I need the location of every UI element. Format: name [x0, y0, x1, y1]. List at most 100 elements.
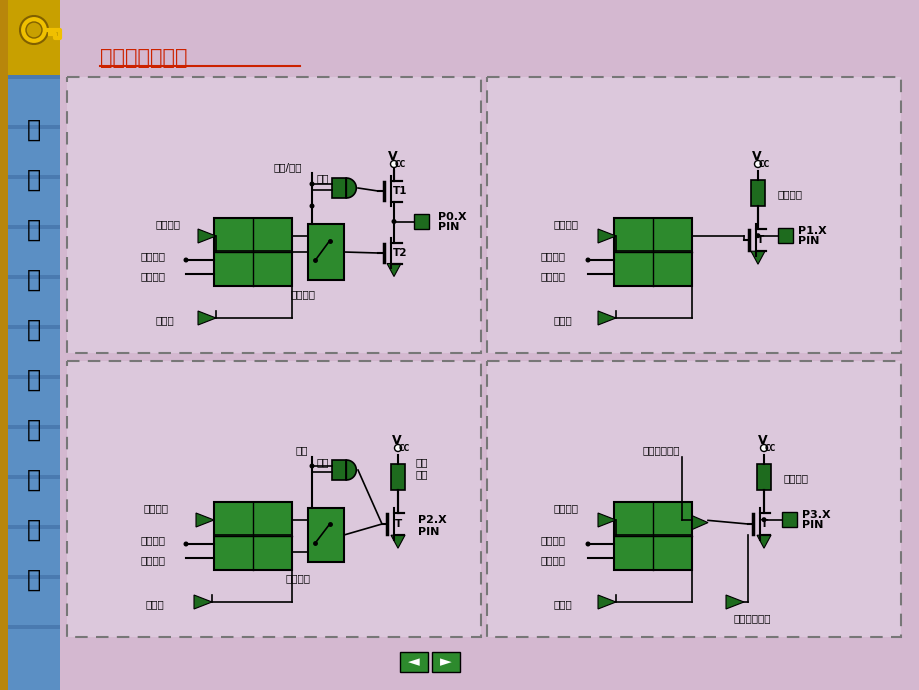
Text: 机: 机 — [27, 318, 41, 342]
Circle shape — [394, 444, 401, 451]
Polygon shape — [756, 535, 770, 548]
Circle shape — [584, 542, 590, 546]
Text: 型: 型 — [27, 268, 41, 292]
Text: 内部总线: 内部总线 — [540, 251, 565, 261]
Text: Q: Q — [267, 229, 278, 244]
Text: 读锁存器: 读锁存器 — [156, 219, 181, 229]
FancyBboxPatch shape — [67, 77, 481, 353]
Text: T: T — [395, 519, 402, 529]
Text: CL: CL — [227, 261, 244, 274]
Bar — [613, 218, 691, 286]
Bar — [0, 0, 8, 690]
Text: 读锁存器: 读锁存器 — [553, 503, 578, 513]
Text: PIN: PIN — [797, 236, 819, 246]
FancyBboxPatch shape — [486, 77, 900, 353]
Bar — [0, 0, 60, 690]
Text: 地址: 地址 — [295, 445, 308, 455]
Circle shape — [183, 542, 188, 546]
Polygon shape — [597, 229, 616, 243]
Bar — [332, 178, 346, 198]
Text: 读引脚: 读引脚 — [156, 315, 175, 325]
Text: 读锁存器: 读锁存器 — [144, 503, 169, 513]
Text: Q: Q — [267, 513, 278, 527]
Polygon shape — [198, 229, 216, 243]
Bar — [8, 0, 60, 75]
Text: Q̅: Q̅ — [664, 261, 675, 275]
Bar — [332, 460, 346, 480]
Bar — [8, 125, 60, 129]
Text: PIN: PIN — [801, 520, 823, 530]
Bar — [214, 218, 291, 286]
Polygon shape — [346, 460, 356, 480]
Polygon shape — [346, 178, 356, 198]
Text: P2.X: P2.X — [417, 515, 447, 525]
Text: 多路开关: 多路开关 — [286, 573, 311, 583]
Text: T1: T1 — [392, 186, 406, 196]
Text: 单: 单 — [27, 118, 41, 142]
Bar — [8, 475, 60, 479]
Text: CL: CL — [627, 261, 643, 274]
Bar — [400, 652, 427, 672]
Polygon shape — [725, 595, 743, 609]
Bar — [750, 180, 765, 206]
Circle shape — [390, 161, 397, 168]
Polygon shape — [198, 311, 216, 325]
Bar — [777, 228, 792, 243]
Circle shape — [26, 22, 42, 38]
Text: 读引脚: 读引脚 — [553, 599, 573, 609]
Text: 写锁存器: 写锁存器 — [540, 555, 565, 565]
Text: PIN: PIN — [437, 222, 459, 232]
Bar — [308, 508, 344, 562]
Circle shape — [20, 16, 48, 44]
Text: 并行口结构框图: 并行口结构框图 — [100, 48, 187, 68]
Circle shape — [754, 161, 761, 168]
Text: 内部总线: 内部总线 — [540, 535, 565, 545]
Bar — [308, 224, 344, 280]
Circle shape — [761, 518, 766, 522]
Text: ◄: ◄ — [408, 655, 419, 669]
Polygon shape — [597, 595, 616, 609]
Text: P1.X: P1.X — [797, 226, 826, 236]
Polygon shape — [597, 513, 616, 527]
Circle shape — [584, 257, 590, 262]
Text: 内部总线: 内部总线 — [141, 535, 165, 545]
Circle shape — [754, 233, 760, 238]
Text: P3.X: P3.X — [801, 510, 830, 520]
Bar — [781, 512, 796, 527]
Polygon shape — [691, 515, 708, 530]
Bar — [8, 325, 60, 329]
Polygon shape — [597, 311, 616, 325]
Text: T: T — [760, 519, 767, 529]
Circle shape — [183, 257, 188, 262]
Text: 片: 片 — [27, 168, 41, 192]
Text: 读锁存器: 读锁存器 — [553, 219, 578, 229]
Text: Q: Q — [666, 229, 677, 244]
FancyBboxPatch shape — [67, 361, 481, 637]
Text: 地址/数据: 地址/数据 — [274, 162, 302, 172]
Bar — [756, 464, 770, 490]
Text: 内部总线: 内部总线 — [141, 251, 165, 261]
Bar — [214, 502, 291, 570]
Text: V: V — [757, 435, 766, 448]
Text: CC: CC — [399, 444, 410, 453]
Text: 原: 原 — [27, 368, 41, 392]
Circle shape — [391, 219, 396, 224]
Circle shape — [309, 204, 314, 208]
Polygon shape — [196, 513, 214, 527]
Text: Q̅: Q̅ — [264, 544, 276, 559]
Text: D: D — [627, 513, 639, 527]
Bar — [8, 525, 60, 529]
Circle shape — [309, 181, 314, 186]
Circle shape — [309, 464, 314, 469]
Text: CC: CC — [765, 444, 776, 453]
FancyBboxPatch shape — [486, 361, 900, 637]
Text: T: T — [756, 235, 764, 245]
Polygon shape — [391, 535, 404, 548]
Text: CC: CC — [394, 160, 406, 169]
Bar — [414, 214, 428, 229]
Text: 内部提升: 内部提升 — [777, 189, 802, 199]
Circle shape — [760, 444, 766, 451]
Text: 控制: 控制 — [316, 457, 329, 467]
Text: 第二输出功能: 第二输出功能 — [641, 445, 679, 455]
Bar — [8, 225, 60, 229]
